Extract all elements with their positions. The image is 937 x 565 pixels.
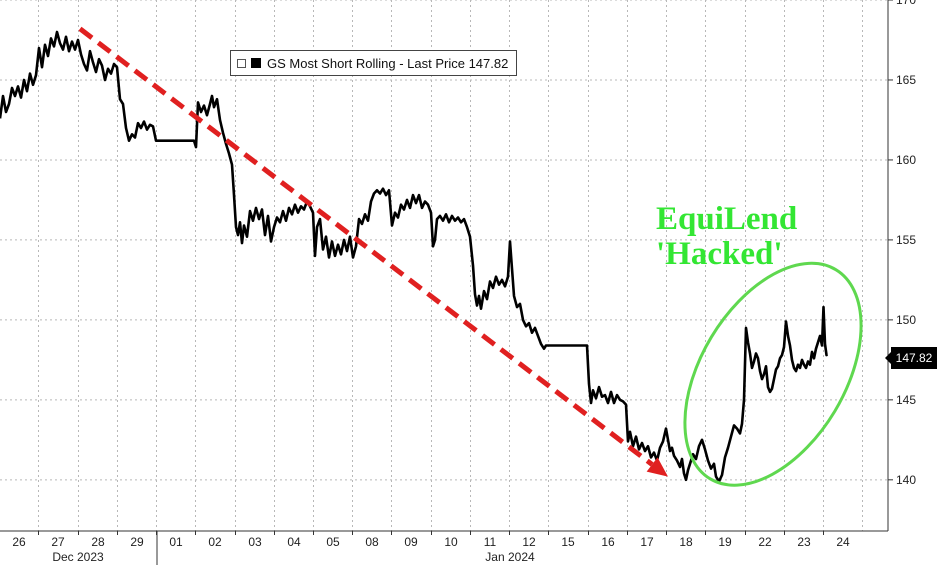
x-tick-label: 17 — [640, 535, 654, 549]
legend: GS Most Short Rolling - Last Price 147.8… — [230, 50, 518, 76]
x-tick-label: 19 — [718, 535, 732, 549]
trend-arrow-head — [646, 457, 668, 477]
x-tick-label: 28 — [91, 535, 105, 549]
x-tick-label: 09 — [404, 535, 418, 549]
x-tick-label: 23 — [797, 535, 811, 549]
last-price-badge: 147.82 — [885, 347, 937, 369]
legend-swatch — [251, 58, 261, 68]
legend-label: GS Most Short Rolling - Last Price 147.8… — [267, 55, 509, 71]
x-tick-label: 12 — [522, 535, 536, 549]
x-month-label: Jan 2024 — [485, 550, 535, 564]
x-tick-label: 15 — [561, 535, 575, 549]
x-tick-label: 26 — [12, 535, 26, 549]
axes — [0, 0, 889, 565]
y-tick-label: 160 — [896, 153, 916, 167]
price-series-line — [0, 30, 828, 483]
x-tick-label: 10 — [444, 535, 458, 549]
y-axis-ticks: 140 145 150 155 160 165 170 — [888, 0, 916, 487]
x-tick-label: 29 — [130, 535, 144, 549]
x-tick-label: 24 — [836, 535, 850, 549]
y-tick-label: 165 — [896, 73, 916, 87]
highlight-ellipse — [683, 261, 863, 487]
x-tick-label: 16 — [601, 535, 615, 549]
trend-arrow — [78, 26, 654, 467]
y-tick-label: 155 — [896, 233, 916, 247]
x-tick-label: 11 — [484, 535, 497, 549]
x-tick-label: 02 — [208, 535, 222, 549]
y-tick-label: 145 — [896, 393, 916, 407]
x-tick-label: 18 — [679, 535, 693, 549]
x-tick-label: 22 — [758, 535, 772, 549]
y-tick-label: 140 — [896, 473, 916, 487]
y-tick-label: 150 — [896, 313, 916, 327]
x-tick-label: 08 — [365, 535, 379, 549]
y-tick-label: 170 — [896, 0, 916, 7]
x-tick-label: 27 — [51, 535, 65, 549]
x-month-label: Dec 2023 — [52, 550, 104, 564]
x-tick-label: 03 — [248, 535, 262, 549]
legend-expand-icon[interactable] — [237, 58, 246, 68]
x-tick-label: 04 — [287, 535, 301, 549]
x-tick-label: 05 — [326, 535, 340, 549]
x-axis-ticks: 26 27 28 29 01 02 03 04 05 08 09 10 11 12 15 16 17 18 19 22… — [12, 531, 850, 564]
x-tick-label: 01 — [169, 535, 183, 549]
annotation-text: EquiLend 'Hacked' — [656, 201, 798, 272]
